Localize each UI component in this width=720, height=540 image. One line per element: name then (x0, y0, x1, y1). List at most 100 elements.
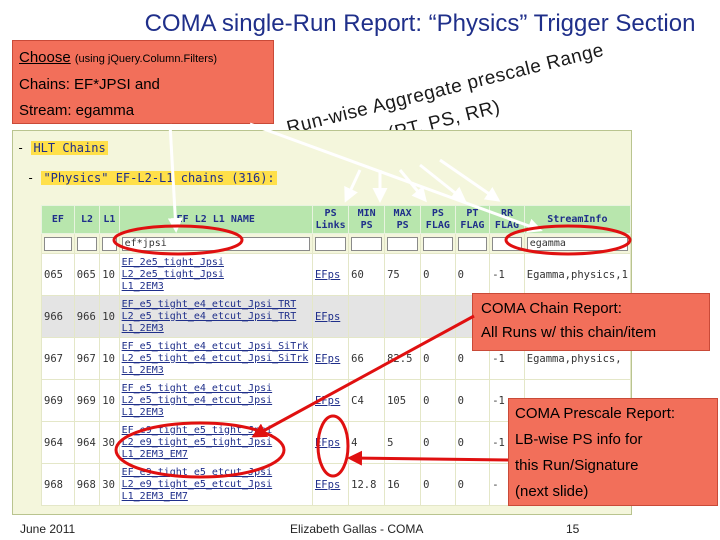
filter-cell-psf (420, 233, 456, 254)
chain-name-line[interactable]: EF_e9_tight_e5_tight_Jpsi (121, 424, 273, 436)
filter-cell-l2 (73, 233, 101, 254)
chain-name-cell[interactable]: EF_e5_tight_e4_etcut_Jpsi L2_e5_tight_e4_… (118, 379, 313, 422)
streaminfo-cell: Egamma,physics,1 (523, 253, 631, 296)
chain-name-line[interactable]: EF_e5_tight_e4_etcut_Jpsi (121, 382, 273, 394)
filter-ptflag-input[interactable] (457, 236, 488, 251)
filter-min-input[interactable] (351, 236, 383, 251)
chain-name-cell[interactable]: EF_2e5_tight_Jpsi L2_2e5_tight_Jpsi L1_2EM… (118, 253, 313, 296)
filter-stream-input[interactable]: egamma (526, 236, 628, 251)
chain-name-cell[interactable]: EF_e5_tight_e4_etcut_Jpsi_TRT L2_e5_tight… (118, 295, 313, 338)
chain-report-line1: COMA Chain Report: (481, 300, 622, 317)
efps-link[interactable]: EFps (314, 478, 341, 491)
pt-flag-cell: 0 (454, 379, 491, 422)
col-min-ps-header[interactable]: MIN PS (348, 205, 386, 234)
l2-cell: 968 (73, 463, 101, 506)
chain-name-line[interactable]: EF_e5_tight_e4_etcut_Jpsi_TRT (121, 298, 297, 310)
l2-cell: 966 (73, 295, 101, 338)
filter-cell-stream: egamma (523, 233, 631, 254)
chain-name-line[interactable]: L1_2EM3_EM7 (121, 448, 188, 460)
choose-line: Choose (using jQuery.Column.Filters) (19, 45, 267, 72)
physics-prefix: - (27, 171, 42, 185)
ps-flag-cell (420, 295, 456, 338)
filter-rrflag-input[interactable] (492, 236, 522, 251)
chain-name-line[interactable]: EF_e9_tight_e5_etcut_Jpsi (121, 466, 273, 478)
chain-name-line[interactable]: L1_2EM3 (121, 322, 164, 334)
chain-name-line[interactable]: L1_2EM3 (121, 406, 164, 418)
filter-l2-input[interactable] (76, 236, 98, 251)
ef-cell: 967 (41, 337, 75, 380)
col-streaminfo-header[interactable]: StreamInfo (523, 205, 631, 234)
min-ps-cell: 4 (348, 421, 386, 464)
chain-name-cell[interactable]: EF_e5_tight_e4_etcut_Jpsi_SiTrk L2_e5_tig… (118, 337, 313, 380)
min-ps-cell: C4 (348, 379, 386, 422)
l2-cell: 964 (73, 421, 101, 464)
filter-row: ef*jpsi egamma (41, 233, 631, 254)
pt-flag-cell: 0 (454, 463, 491, 506)
filter-cell-ptf (454, 233, 491, 254)
max-ps-cell: 82.5 (384, 337, 422, 380)
l1-cell: 30 (99, 463, 120, 506)
ps-flag-cell: 0 (420, 253, 456, 296)
col-ef-header[interactable]: EF (41, 205, 75, 234)
chain-name-line[interactable]: L2_2e5_tight_Jpsi (121, 268, 224, 280)
prescale-report-line2: LB-wise PS info for (515, 431, 643, 448)
chain-name-line[interactable]: L2_e5_tight_e4_etcut_Jpsi (121, 394, 273, 406)
ps-links-cell: EFps (311, 379, 350, 422)
hlt-prefix: - (17, 141, 32, 155)
filter-cell-max (384, 233, 422, 254)
hlt-chains-link[interactable]: HLT Chains (31, 141, 108, 155)
min-ps-cell: 66 (348, 337, 386, 380)
chain-name-line[interactable]: L1_2EM3_EM7 (121, 490, 188, 502)
filter-cell-rr (489, 233, 525, 254)
filter-name-input[interactable]: ef*jpsi (121, 236, 310, 251)
ps-links-cell: EFps (311, 253, 350, 296)
filter-max-input[interactable] (387, 236, 419, 251)
col-l2-header[interactable]: L2 (73, 205, 101, 234)
col-rr-flag-header[interactable]: RR FLAG (489, 205, 525, 234)
filter-ef-input[interactable] (44, 236, 72, 251)
efps-link[interactable]: EFps (314, 268, 341, 281)
efps-link[interactable]: EFps (314, 352, 341, 365)
footer-date: June 2011 (20, 522, 76, 536)
col-pt-flag-header[interactable]: PT FLAG (454, 205, 491, 234)
chain-name-line[interactable]: L2_e9_tight_e5_etcut_Jpsi (121, 478, 273, 490)
pt-flag-cell: 0 (454, 421, 491, 464)
filter-cell-ef (41, 233, 75, 254)
chain-name-line[interactable]: L2_e9_tight_e5_tight_Jpsi (121, 436, 273, 448)
hlt-chains-row: - HLT Chains (17, 141, 108, 155)
ps-links-cell: EFps (311, 421, 350, 464)
col-name-header[interactable]: EF L2 L1 NAME (118, 205, 313, 234)
chain-name-line[interactable]: L2_e5_tight_e4_etcut_Jpsi_SiTrk (121, 352, 309, 364)
chain-name-line[interactable]: L1_2EM3 (121, 364, 164, 376)
col-max-ps-header[interactable]: MAX PS (384, 205, 422, 234)
chain-name-cell[interactable]: EF_e9_tight_e5_etcut_Jpsi L2_e9_tight_e5_… (118, 463, 313, 506)
col-ps-flag-header[interactable]: PS FLAG (420, 205, 456, 234)
prescale-report-line4: (next slide) (515, 483, 589, 500)
chain-report-callout: COMA Chain Report: All Runs w/ this chai… (472, 293, 710, 351)
chains-line: Chains: EF*JPSI and (19, 76, 160, 93)
filter-l1-input[interactable] (102, 236, 117, 251)
col-l1-header[interactable]: L1 (99, 205, 120, 234)
col-ps-links-header[interactable]: PS Links (311, 205, 350, 234)
l1-cell: 10 (99, 295, 120, 338)
ps-links-cell: EFps (311, 295, 350, 338)
stream-line: Stream: egamma (19, 102, 135, 119)
l1-cell: 10 (99, 253, 120, 296)
filter-psflag-input[interactable] (423, 236, 453, 251)
physics-chains-link[interactable]: "Physics" EF-L2-L1 chains (316): (41, 171, 277, 185)
efps-link[interactable]: EFps (314, 436, 341, 449)
min-ps-cell (348, 295, 386, 338)
efps-link[interactable]: EFps (314, 310, 341, 323)
chain-name-cell[interactable]: EF_e9_tight_e5_tight_Jpsi L2_e9_tight_e5_… (118, 421, 313, 464)
chain-name-line[interactable]: EF_2e5_tight_Jpsi (121, 256, 224, 268)
max-ps-cell: 5 (384, 421, 422, 464)
chain-name-line[interactable]: L2_e5_tight_e4_etcut_Jpsi_TRT (121, 310, 297, 322)
filter-ps-input[interactable] (314, 236, 347, 251)
efps-link[interactable]: EFps (314, 394, 341, 407)
prescale-report-line1: COMA Prescale Report: (515, 405, 676, 422)
ef-cell: 964 (41, 421, 75, 464)
chain-name-line[interactable]: L1_2EM3 (121, 280, 164, 292)
chain-name-line[interactable]: EF_e5_tight_e4_etcut_Jpsi_SiTrk (121, 340, 309, 352)
l2-cell: 969 (73, 379, 101, 422)
ps-flag-cell: 0 (420, 421, 456, 464)
